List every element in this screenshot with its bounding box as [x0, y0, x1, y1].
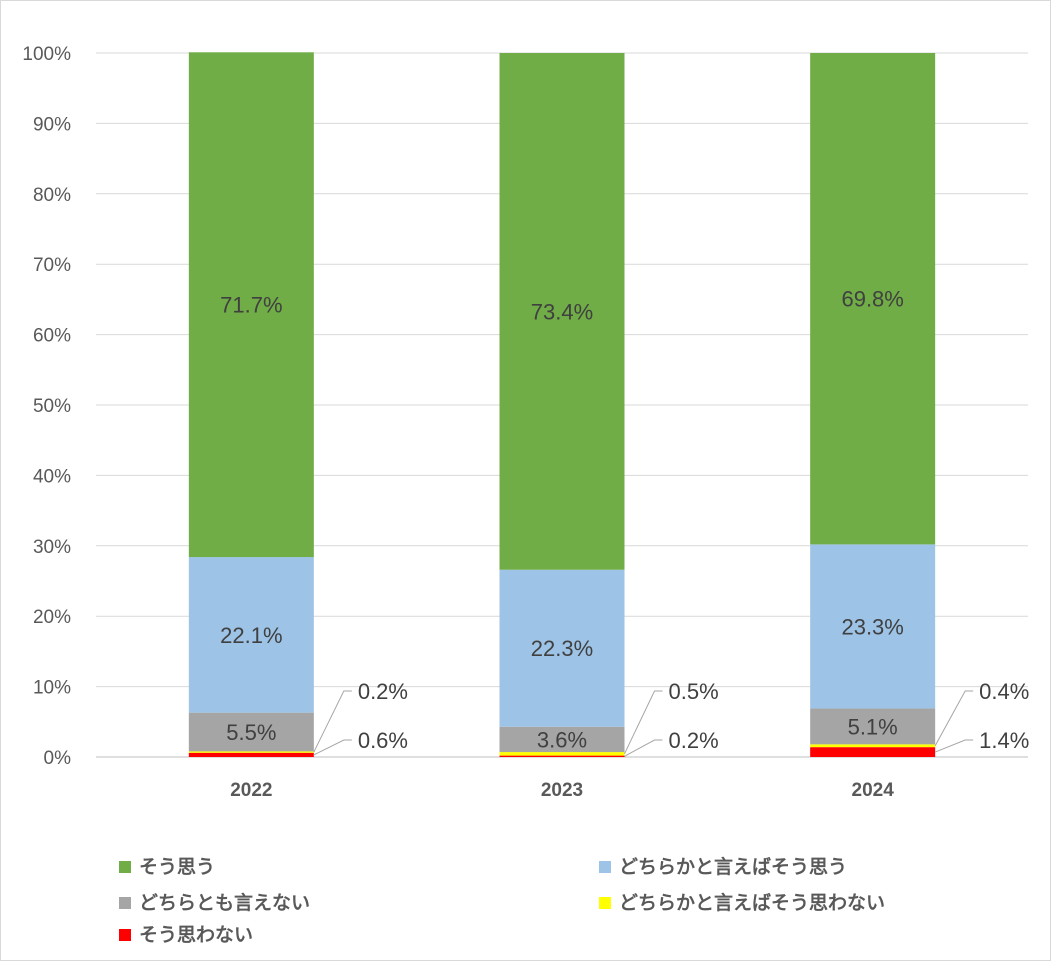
y-tick-label: 100%: [22, 44, 71, 65]
x-category-label: 2024: [852, 780, 895, 801]
bar-segment: [188, 52, 314, 558]
bar-segment: [810, 744, 936, 748]
leader-line: [934, 690, 974, 746]
data-label: 0.6%: [358, 728, 408, 753]
data-label: 0.2%: [358, 679, 408, 704]
y-tick-label: 0%: [44, 748, 72, 769]
bar-segment: [188, 751, 314, 753]
legend-label: そう思わない: [139, 924, 253, 946]
legend-swatch: [599, 897, 611, 909]
y-tick-label: 30%: [33, 537, 71, 558]
data-label: 0.2%: [669, 728, 719, 753]
legend-label: そう思う: [139, 856, 215, 878]
y-tick-label: 50%: [33, 396, 71, 417]
data-label: 69.8%: [841, 287, 903, 312]
legend-swatch: [599, 861, 611, 873]
legend-label: どちらかと言えばそう思う: [619, 855, 847, 878]
data-label: 0.5%: [669, 679, 719, 704]
y-tick-label: 90%: [33, 114, 71, 135]
bar-segment: [499, 752, 625, 756]
leader-line: [313, 690, 352, 753]
y-tick-label: 80%: [33, 185, 71, 206]
data-label: 23.3%: [841, 614, 903, 639]
bar-segment: [499, 726, 625, 753]
legend-label: どちらとも言えない: [139, 891, 310, 914]
data-label: 71.7%: [220, 293, 282, 318]
data-label: 73.4%: [531, 299, 593, 324]
x-category-label: 2023: [541, 780, 583, 801]
y-tick-label: 10%: [33, 678, 71, 699]
y-tick-label: 40%: [33, 466, 71, 487]
data-label: 5.5%: [226, 720, 276, 745]
legend-swatch: [119, 929, 131, 941]
bar-segment: [499, 53, 625, 570]
y-tick-label: 70%: [33, 255, 71, 276]
bar-segment: [188, 712, 314, 752]
data-label: 0.4%: [979, 679, 1029, 704]
bar-segment: [810, 747, 936, 757]
x-category-label: 2022: [230, 780, 272, 801]
bar-segment: [499, 755, 625, 757]
data-label: 1.4%: [979, 728, 1029, 753]
bar-segment: [810, 544, 936, 709]
y-tick-label: 60%: [33, 326, 71, 347]
bar-segment: [499, 569, 625, 727]
leader-line: [934, 739, 974, 753]
leader-line: [624, 739, 663, 757]
legend-label: どちらかと言えばそう思わない: [619, 891, 885, 914]
bar-segment: [188, 752, 314, 757]
data-label: 3.6%: [537, 727, 587, 752]
leader-line: [313, 739, 352, 756]
bar-segment: [188, 557, 314, 713]
leader-line: [624, 690, 663, 755]
legend-swatch: [119, 861, 131, 873]
data-label: 5.1%: [848, 714, 898, 739]
bar-segment: [810, 708, 936, 745]
bar-segment: [810, 53, 936, 545]
legend-swatch: [119, 897, 131, 909]
data-label: 22.1%: [220, 623, 282, 648]
y-tick-label: 20%: [33, 607, 71, 628]
data-label: 22.3%: [531, 636, 593, 661]
